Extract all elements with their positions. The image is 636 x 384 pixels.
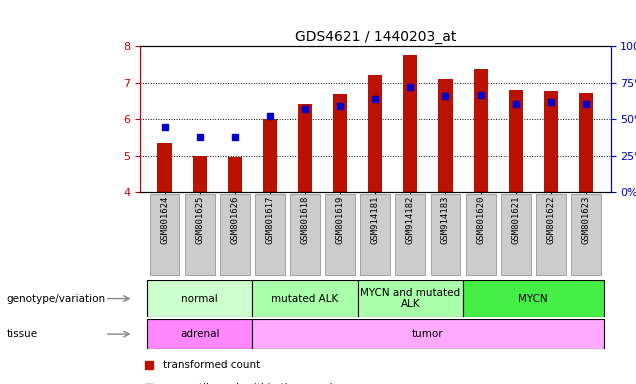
Text: GSM801622: GSM801622	[546, 195, 555, 244]
Text: mutated ALK: mutated ALK	[272, 293, 338, 304]
Bar	[158, 143, 172, 192]
FancyBboxPatch shape	[466, 194, 495, 275]
Text: GSM914181: GSM914181	[371, 195, 380, 244]
FancyBboxPatch shape	[252, 319, 604, 349]
FancyBboxPatch shape	[501, 194, 530, 275]
FancyBboxPatch shape	[571, 194, 601, 275]
Text: genotype/variation: genotype/variation	[6, 293, 106, 304]
Bar	[403, 55, 417, 192]
Bar	[193, 156, 207, 192]
FancyBboxPatch shape	[147, 280, 252, 317]
Title: GDS4621 / 1440203_at: GDS4621 / 1440203_at	[294, 30, 456, 44]
Text: adrenal: adrenal	[180, 329, 219, 339]
Bar	[438, 79, 452, 192]
Bar	[298, 104, 312, 192]
FancyBboxPatch shape	[325, 194, 355, 275]
FancyBboxPatch shape	[290, 194, 320, 275]
Bar	[579, 93, 593, 192]
FancyBboxPatch shape	[252, 280, 357, 317]
FancyBboxPatch shape	[396, 194, 425, 275]
FancyBboxPatch shape	[220, 194, 250, 275]
Text: MYCN and mutated
ALK: MYCN and mutated ALK	[361, 288, 460, 310]
Text: percentile rank within the sample: percentile rank within the sample	[163, 383, 340, 384]
Text: tumor: tumor	[412, 329, 444, 339]
Bar	[263, 119, 277, 192]
FancyBboxPatch shape	[255, 194, 285, 275]
Bar	[368, 75, 382, 192]
Text: GSM801621: GSM801621	[511, 195, 520, 244]
FancyBboxPatch shape	[149, 194, 179, 275]
FancyBboxPatch shape	[184, 194, 214, 275]
Bar	[228, 157, 242, 192]
FancyBboxPatch shape	[357, 280, 463, 317]
Text: normal: normal	[181, 293, 218, 304]
Bar	[509, 90, 523, 192]
FancyBboxPatch shape	[463, 280, 604, 317]
Text: GSM801623: GSM801623	[581, 195, 590, 244]
Bar	[474, 69, 488, 192]
FancyBboxPatch shape	[361, 194, 390, 275]
FancyBboxPatch shape	[147, 319, 252, 349]
FancyBboxPatch shape	[431, 194, 460, 275]
Text: GSM801624: GSM801624	[160, 195, 169, 244]
Text: tissue: tissue	[6, 329, 38, 339]
Bar	[333, 94, 347, 192]
Text: GSM801617: GSM801617	[265, 195, 274, 244]
Text: GSM914182: GSM914182	[406, 195, 415, 244]
FancyBboxPatch shape	[536, 194, 566, 275]
Text: MYCN: MYCN	[518, 293, 548, 304]
Text: GSM801626: GSM801626	[230, 195, 239, 244]
Text: GSM801620: GSM801620	[476, 195, 485, 244]
Text: GSM914183: GSM914183	[441, 195, 450, 244]
Bar	[544, 91, 558, 192]
Text: GSM801625: GSM801625	[195, 195, 204, 244]
Text: transformed count: transformed count	[163, 360, 261, 370]
Text: GSM801618: GSM801618	[300, 195, 310, 244]
Text: GSM801619: GSM801619	[336, 195, 345, 244]
